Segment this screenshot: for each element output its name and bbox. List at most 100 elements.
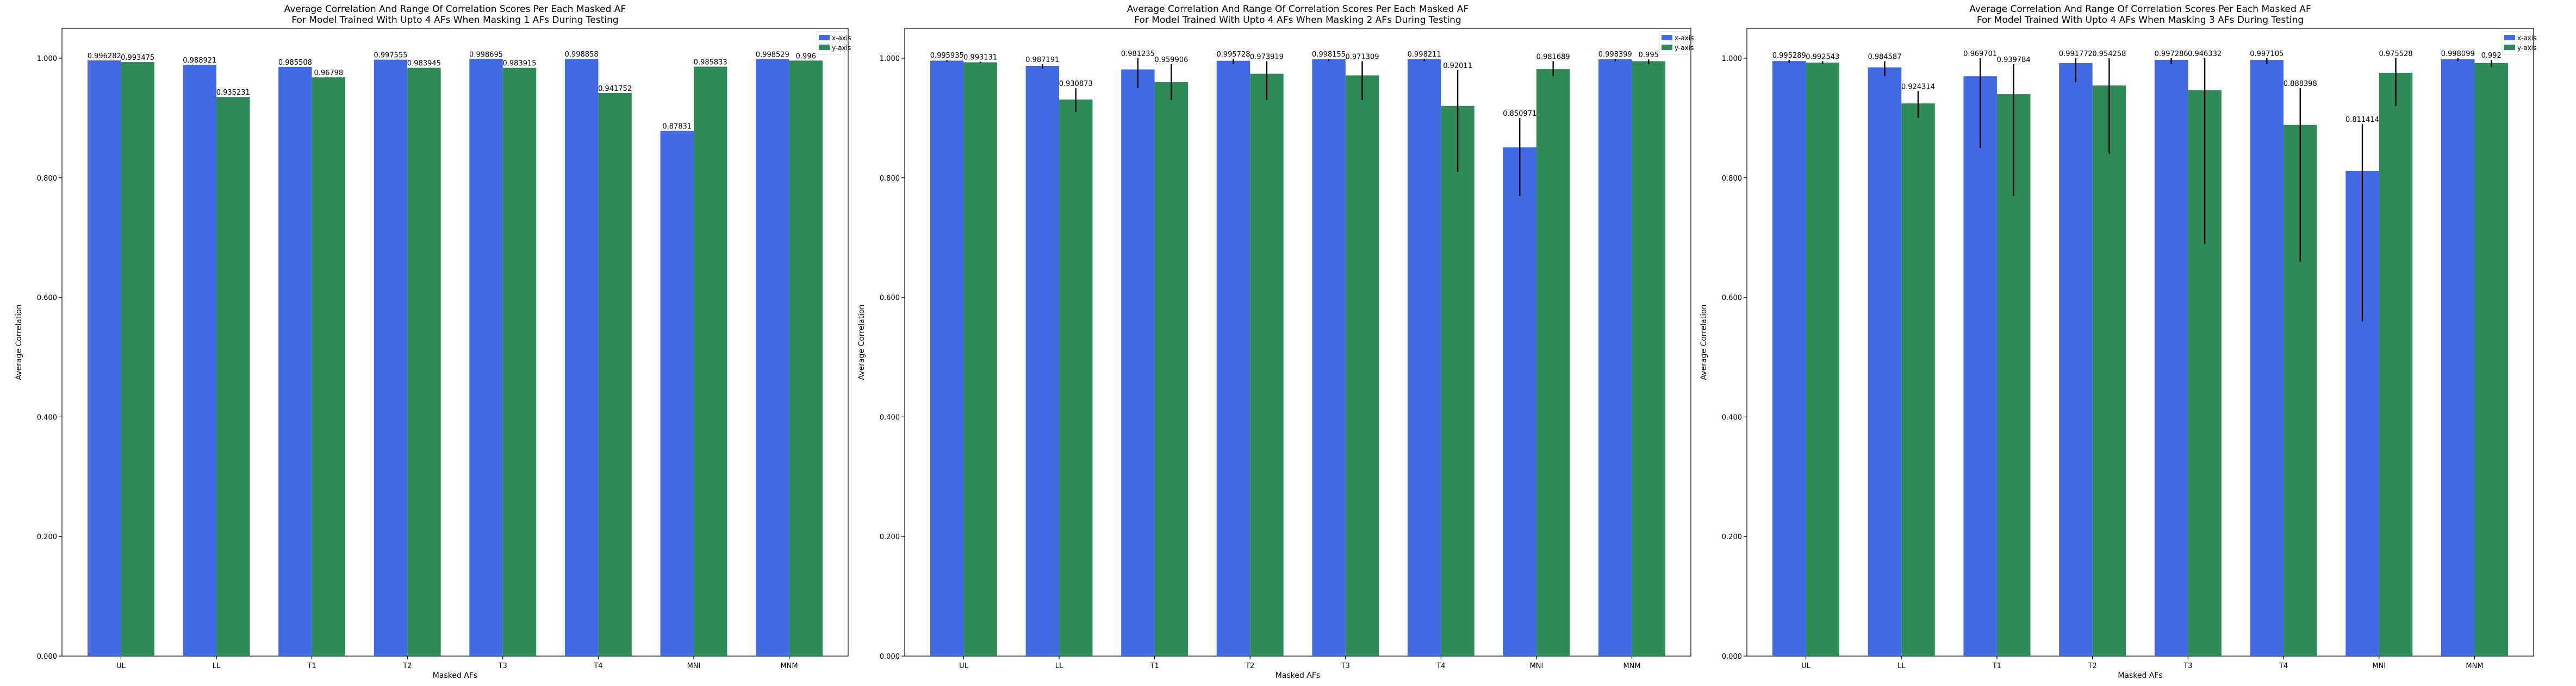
y-tick-label: 0.400 <box>1722 413 1742 422</box>
data-label: 0.998858 <box>565 51 599 59</box>
data-label: 0.930873 <box>1059 80 1093 88</box>
data-label: 0.969701 <box>1963 50 1997 58</box>
bar-x-axis-mnm <box>1598 59 1632 657</box>
bar-x-axis-t4 <box>2250 60 2284 656</box>
chart-subtitle: For Model Trained With Upto 4 AFs When M… <box>291 15 618 26</box>
bar-y-axis-t4 <box>598 92 632 656</box>
data-label: 0.975528 <box>2379 50 2413 58</box>
legend-label: x-axis <box>1675 34 1694 42</box>
chart-subtitle: For Model Trained With Upto 4 AFs When M… <box>1134 15 1461 26</box>
y-tick-label: 0.200 <box>37 533 57 541</box>
bar-y-axis-ll <box>1901 103 1935 657</box>
data-label: 0.998155 <box>1312 51 1346 59</box>
data-label: 0.995728 <box>1216 51 1250 59</box>
y-tick-label: 1.000 <box>1722 55 1742 63</box>
legend-box <box>816 31 845 55</box>
bar-x-axis-ll <box>1868 67 1902 657</box>
data-label: 0.996 <box>796 52 816 60</box>
bar-x-axis-t2 <box>374 59 408 657</box>
legend-swatch-x-axis <box>1662 35 1672 40</box>
bar-y-axis-mnm <box>1632 61 1666 656</box>
data-label: 0.996282 <box>88 52 121 60</box>
bar-y-axis-t2 <box>1250 73 1284 656</box>
data-label: 0.998695 <box>469 51 503 59</box>
legend-swatch-y-axis <box>819 45 830 50</box>
legend-swatch-y-axis <box>1662 45 1672 50</box>
bar-x-axis-mni <box>660 131 694 656</box>
x-tick-label: UL <box>116 662 126 670</box>
y-tick-label: 1.000 <box>880 55 900 63</box>
bar-x-axis-ul <box>1772 61 1806 656</box>
chart-panel-2: Average Correlation And Range Of Correla… <box>857 4 1694 680</box>
bar-x-axis-t4 <box>564 59 599 656</box>
legend-label: x-axis <box>2517 34 2536 42</box>
data-label: 0.991772 <box>2059 50 2093 58</box>
x-axis-label: Masked AFs <box>433 671 477 680</box>
plot-frame <box>1746 28 2534 657</box>
bar-x-axis-t3 <box>2154 59 2188 657</box>
x-tick-label: T1 <box>1992 662 2001 670</box>
data-label: 0.87831 <box>662 123 692 131</box>
y-tick-label: 0.600 <box>1722 294 1742 302</box>
data-label: 0.971309 <box>1346 53 1379 61</box>
bar-x-axis-mnm <box>2441 59 2475 657</box>
y-tick-label: 0.000 <box>880 653 900 661</box>
bar-x-axis-t1 <box>1121 69 1155 656</box>
data-label: 0.888398 <box>2283 80 2317 88</box>
legend-swatch-y-axis <box>2504 45 2515 50</box>
x-tick-label: MNI <box>2372 662 2386 670</box>
data-label: 0.995289 <box>1772 52 1806 60</box>
y-tick-label: 0.200 <box>880 533 900 541</box>
bar-y-axis-ll <box>1059 99 1093 656</box>
legend-swatch-x-axis <box>819 35 830 40</box>
data-label: 0.939784 <box>1997 56 2031 64</box>
data-label: 0.997555 <box>374 52 407 60</box>
data-label: 0.998211 <box>1408 51 1441 59</box>
chart-title: Average Correlation And Range Of Correla… <box>1127 4 1469 15</box>
data-label: 0.941752 <box>598 85 632 93</box>
data-label: 0.997105 <box>2250 50 2283 58</box>
data-label: 0.954258 <box>2092 50 2126 58</box>
y-tick-label: 0.800 <box>37 175 57 183</box>
x-tick-label: MNI <box>687 662 701 670</box>
data-label: 0.981235 <box>1121 50 1155 58</box>
bar-x-axis-ul <box>930 60 964 656</box>
y-tick-label: 0.400 <box>880 413 900 422</box>
bar-y-axis-mni <box>693 66 727 657</box>
bar-x-axis-ll <box>183 65 217 656</box>
bar-x-axis-t2 <box>1216 60 1250 657</box>
x-tick-label: UL <box>959 662 969 670</box>
x-tick-label: MNI <box>1530 662 1544 670</box>
chart-title: Average Correlation And Range Of Correla… <box>1969 4 2311 15</box>
y-tick-label: 0.400 <box>37 413 57 422</box>
plot-frame <box>904 28 1691 657</box>
bar-y-axis-mnm <box>2474 63 2508 657</box>
y-tick-label: 0.000 <box>1722 653 1742 661</box>
x-tick-label: T1 <box>307 662 316 670</box>
x-tick-label: T1 <box>1150 662 1159 670</box>
bar-y-axis-ul <box>121 62 154 657</box>
x-tick-label: MNM <box>2466 662 2483 670</box>
chart-panel-3: Average Correlation And Range Of Correla… <box>1700 4 2536 680</box>
bar-y-axis-t2 <box>2092 85 2126 657</box>
bar-x-axis-mni <box>1503 147 1536 657</box>
y-tick-label: 0.200 <box>1722 533 1742 541</box>
data-label: 0.985508 <box>278 59 312 67</box>
data-label: 0.973919 <box>1250 53 1284 61</box>
data-label: 0.992 <box>2481 52 2502 60</box>
data-label: 0.998399 <box>1598 51 1632 59</box>
x-tick-label: T4 <box>593 662 602 670</box>
bar-y-axis-mni <box>1536 69 1570 657</box>
bar-x-axis-t3 <box>469 59 503 657</box>
data-label: 0.96798 <box>314 69 343 77</box>
data-label: 0.988921 <box>183 57 216 65</box>
data-label: 0.992543 <box>1806 53 1839 61</box>
x-tick-label: T2 <box>1245 662 1254 670</box>
data-label: 0.946332 <box>2188 50 2222 58</box>
bar-y-axis-t3 <box>502 67 537 656</box>
legend-label: y-axis <box>2517 44 2536 52</box>
x-tick-label: MNM <box>1623 662 1640 670</box>
bar-x-axis-t3 <box>1312 59 1346 657</box>
chart-panel-1: Average Correlation And Range Of Correla… <box>15 4 851 680</box>
